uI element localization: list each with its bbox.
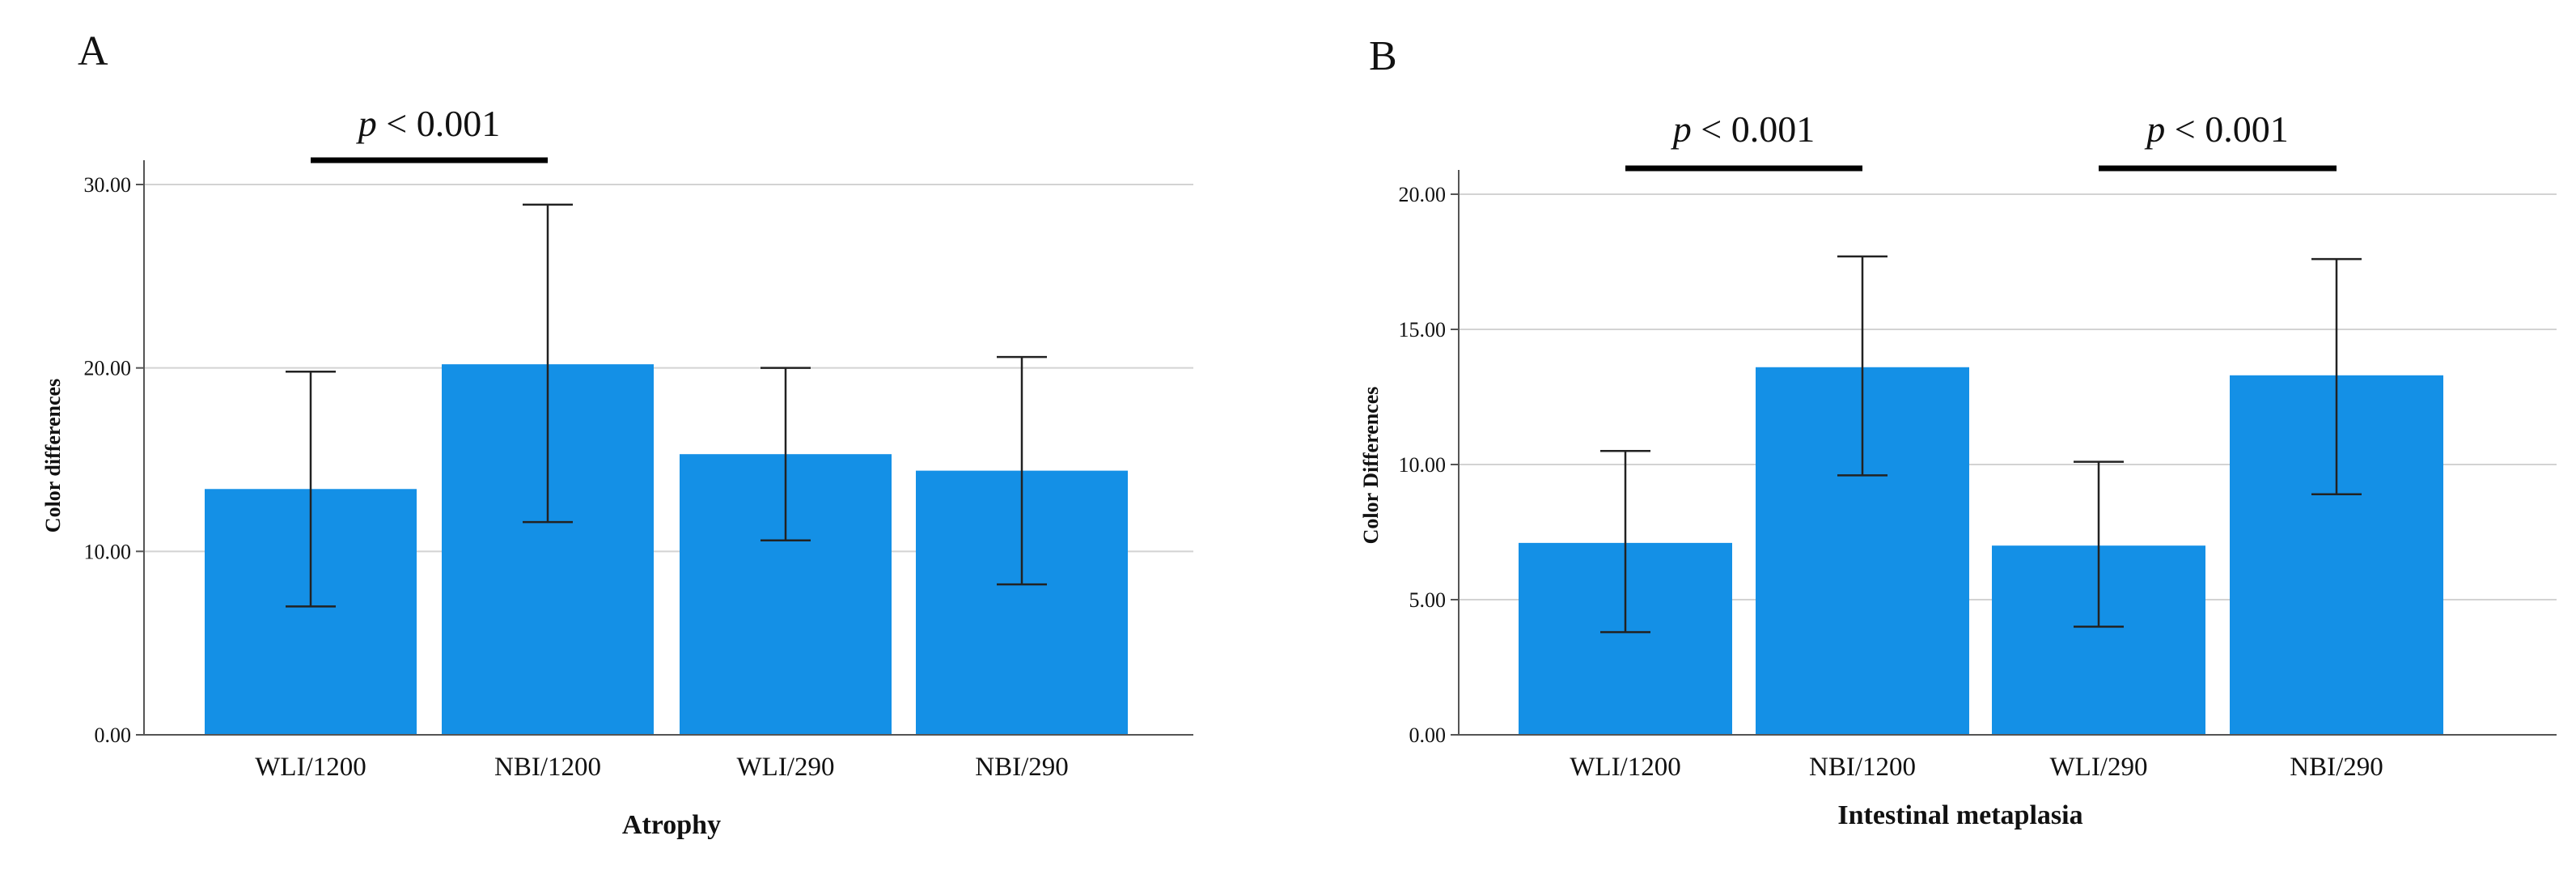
error-bar: [2074, 460, 2124, 628]
panel-a-y-tick-labels: 0.00 10.00 20.00 30.00: [84, 173, 144, 747]
category-label: NBI/1200: [494, 753, 601, 782]
error-bar: [523, 203, 573, 524]
y-tick-label: 10.00: [84, 540, 132, 563]
category-label: WLI/1200: [1570, 753, 1680, 782]
panel-b-y-axis-title: Color Differences: [1359, 387, 1383, 545]
category-label: WLI/290: [737, 753, 835, 782]
y-tick-label: 20.00: [84, 357, 132, 380]
y-tick-label: 0.00: [1409, 723, 1447, 747]
panel-a-x-axis-title: Atrophy: [622, 810, 721, 840]
error-bar: [997, 355, 1047, 586]
panel-b-y-tick-labels: 0.00 5.00 10.00 15.00 20.00: [1399, 183, 1459, 747]
panel-b-category-labels: WLI/1200 NBI/1200 WLI/290 NBI/290: [1570, 753, 2383, 782]
panel-b-letter: B: [1369, 33, 1397, 79]
panel-b: B 0.00 5.00 10.00 15.00 20.00 WLI/1200 NBI/12…: [1359, 33, 2557, 830]
panel-a-bars: [205, 364, 1128, 735]
y-tick-label: 5.00: [1409, 588, 1447, 612]
y-tick-label: 10.00: [1399, 453, 1447, 477]
error-bar: [1837, 255, 1888, 477]
panel-b-significance: p < 0.001 p < 0.001: [1625, 108, 2337, 172]
panel-a-y-axis-title: Color differences: [41, 379, 65, 532]
category-label: WLI/290: [2050, 753, 2148, 782]
y-tick-label: 20.00: [1399, 183, 1447, 206]
significance-label: p < 0.001: [356, 103, 500, 144]
significance-label: p < 0.001: [1671, 108, 1815, 150]
panel-b-error-bars: [1600, 255, 2362, 634]
y-tick-label: 15.00: [1399, 318, 1447, 342]
panel-a-error-bars: [286, 203, 1047, 608]
category-label: NBI/1200: [1809, 753, 1916, 782]
panel-a-letter: A: [78, 28, 108, 74]
error-bar: [1600, 450, 1650, 634]
category-label: NBI/290: [2290, 753, 2383, 782]
panel-b-bars: [1519, 367, 2443, 735]
error-bar: [2311, 257, 2362, 495]
error-bar: [761, 367, 811, 541]
y-tick-label: 0.00: [95, 723, 132, 747]
panel-b-x-axis-title: Intestinal metaplasia: [1837, 800, 2082, 830]
y-tick-label: 30.00: [84, 173, 132, 197]
panel-a-significance: p < 0.001: [311, 103, 548, 163]
panel-a-category-labels: WLI/1200 NBI/1200 WLI/290 NBI/290: [255, 753, 1068, 782]
error-bar: [286, 370, 336, 608]
significance-label: p < 0.001: [2144, 108, 2288, 150]
category-label: NBI/290: [975, 753, 1069, 782]
category-label: WLI/1200: [255, 753, 366, 782]
